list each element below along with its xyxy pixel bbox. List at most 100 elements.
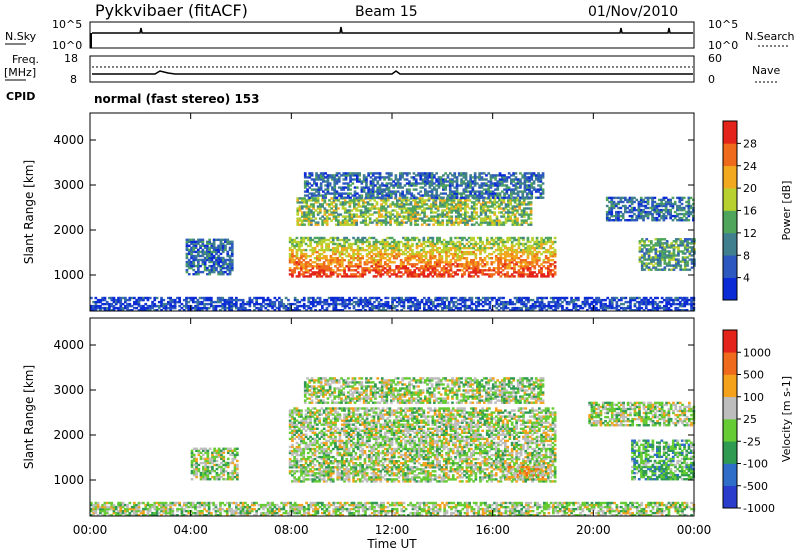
data-cell: [447, 271, 451, 274]
data-cell: [295, 255, 299, 258]
data-cell: [484, 213, 488, 216]
data-cell: [612, 214, 616, 218]
data-cell: [328, 182, 332, 185]
data-cell: [311, 246, 315, 250]
data-cell: [511, 306, 514, 310]
data-cell: [334, 223, 338, 226]
data-cell: [514, 182, 518, 185]
data-cell: [323, 221, 327, 224]
data-cell: [556, 300, 560, 304]
data-cell: [470, 242, 473, 246]
data-cell: [561, 296, 564, 300]
data-cell: [306, 271, 310, 274]
data-cell: [620, 306, 623, 310]
data-cell: [302, 265, 306, 268]
data-cell: [318, 267, 321, 270]
data-cell: [411, 304, 415, 308]
data-cell: [406, 267, 410, 270]
data-cell: [455, 190, 459, 193]
data-cell: [457, 172, 461, 175]
data-cell: [390, 250, 394, 254]
data-cell: [219, 304, 222, 308]
data-cell: [533, 246, 537, 250]
data-cell: [438, 304, 442, 308]
data-cell: [484, 203, 488, 206]
data-cell: [142, 306, 145, 310]
data-cell: [293, 302, 297, 306]
data-cell: [540, 271, 543, 274]
data-cell: [422, 255, 426, 258]
data-cell: [373, 205, 377, 208]
data-cell: [651, 298, 655, 302]
data-cell: [409, 298, 413, 302]
data-cell: [615, 202, 618, 206]
data-cell: [513, 205, 517, 208]
data-cell: [651, 309, 655, 312]
data-cell: [467, 273, 471, 276]
data-cell: [319, 184, 323, 187]
data-cell: [457, 217, 460, 220]
data-cell: [359, 221, 363, 224]
data-cell: [544, 267, 548, 270]
data-cell: [411, 242, 414, 246]
data-cell: [413, 275, 417, 278]
data-cell: [216, 298, 220, 302]
data-cell: [352, 257, 355, 260]
data-cell: [268, 302, 272, 306]
data-cell: [352, 300, 356, 304]
data-cell: [474, 244, 478, 248]
data-cell: [350, 255, 353, 258]
data-cell: [405, 201, 408, 204]
data-cell: [377, 213, 381, 216]
data-cell: [396, 201, 399, 204]
data-cell: [445, 259, 448, 262]
data-cell: [522, 271, 525, 274]
data-cell: [436, 304, 440, 308]
data-cell: [567, 309, 571, 312]
data-cell: [469, 184, 472, 187]
data-cell: [379, 269, 383, 272]
data-cell: [424, 182, 427, 185]
data-cell: [383, 244, 387, 248]
data-cell: [456, 257, 460, 260]
data-cell: [338, 238, 342, 242]
data-cell: [415, 242, 419, 246]
data-cell: [221, 242, 225, 245]
data-cell: [513, 255, 516, 258]
data-cell: [467, 263, 471, 266]
data-cell: [371, 190, 375, 193]
data-cell: [454, 304, 458, 308]
data-cell: [312, 205, 315, 208]
data-cell: [356, 174, 359, 177]
data-cell: [312, 199, 315, 202]
data-cell: [435, 192, 438, 195]
data-cell: [341, 302, 345, 306]
data-cell: [390, 184, 393, 187]
data-cell: [176, 300, 179, 304]
data-cell: [187, 266, 191, 270]
data-cell: [389, 215, 392, 218]
data-cell: [520, 213, 524, 216]
data-cell: [190, 240, 193, 243]
data-cell: [212, 250, 216, 254]
data-cell: [478, 184, 481, 187]
data-cell: [353, 178, 357, 181]
data-cell: [522, 203, 526, 206]
data-cell: [508, 255, 512, 258]
data-cell: [320, 263, 324, 266]
data-cell: [424, 176, 427, 179]
data-cell: [435, 190, 438, 193]
data-cell: [374, 238, 378, 242]
data-cell: [432, 215, 435, 218]
data-cell: [108, 302, 111, 306]
data-cell: [387, 215, 390, 218]
data-cell: [517, 275, 521, 278]
data-cell: [320, 238, 324, 242]
data-cell: [392, 184, 395, 187]
data-cell: [288, 255, 292, 258]
data-cell: [529, 207, 533, 210]
data-cell: [308, 192, 312, 195]
data-cell: [332, 306, 336, 310]
data-cell: [341, 207, 345, 210]
data-cell: [364, 309, 367, 312]
